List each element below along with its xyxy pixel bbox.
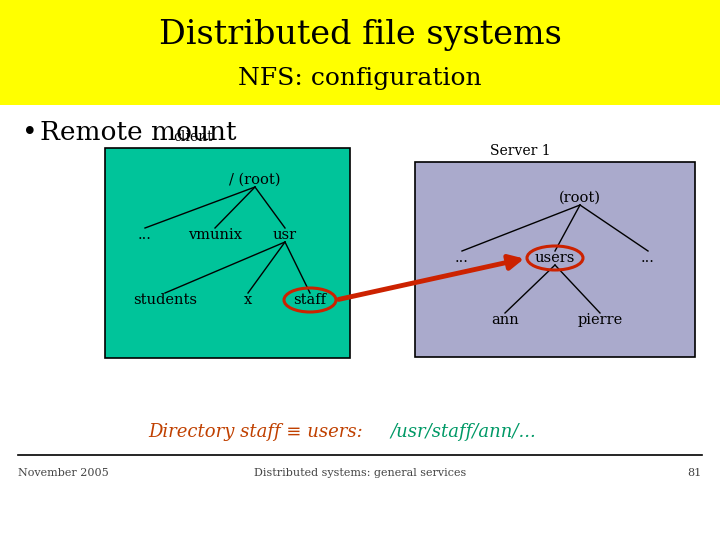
Bar bbox=[0, 0, 720, 105]
FancyArrowPatch shape bbox=[338, 256, 519, 299]
Text: staff: staff bbox=[294, 293, 326, 307]
Text: usr: usr bbox=[273, 228, 297, 242]
Text: (root): (root) bbox=[559, 191, 601, 205]
Text: Distributed systems: general services: Distributed systems: general services bbox=[254, 468, 466, 478]
Text: /usr/staff/ann/...: /usr/staff/ann/... bbox=[390, 423, 536, 441]
Text: pierre: pierre bbox=[577, 313, 623, 327]
Text: Server 1: Server 1 bbox=[490, 144, 551, 158]
Text: users: users bbox=[535, 251, 575, 265]
Text: ...: ... bbox=[138, 228, 152, 242]
Text: Distributed file systems: Distributed file systems bbox=[158, 19, 562, 51]
Text: November 2005: November 2005 bbox=[18, 468, 109, 478]
Text: •: • bbox=[22, 120, 37, 146]
Text: 81: 81 bbox=[688, 468, 702, 478]
Text: client: client bbox=[173, 130, 212, 144]
Text: Directory staff ≡ users:: Directory staff ≡ users: bbox=[148, 423, 374, 441]
Text: NFS: configuration: NFS: configuration bbox=[238, 66, 482, 90]
Text: x: x bbox=[244, 293, 252, 307]
Text: Remote mount: Remote mount bbox=[40, 120, 236, 145]
Text: ...: ... bbox=[641, 251, 655, 265]
Text: ...: ... bbox=[455, 251, 469, 265]
Text: students: students bbox=[133, 293, 197, 307]
Bar bbox=[415, 162, 695, 357]
Text: / (root): / (root) bbox=[229, 173, 281, 187]
Text: vmunix: vmunix bbox=[188, 228, 242, 242]
Text: ann: ann bbox=[491, 313, 519, 327]
Bar bbox=[105, 148, 350, 358]
